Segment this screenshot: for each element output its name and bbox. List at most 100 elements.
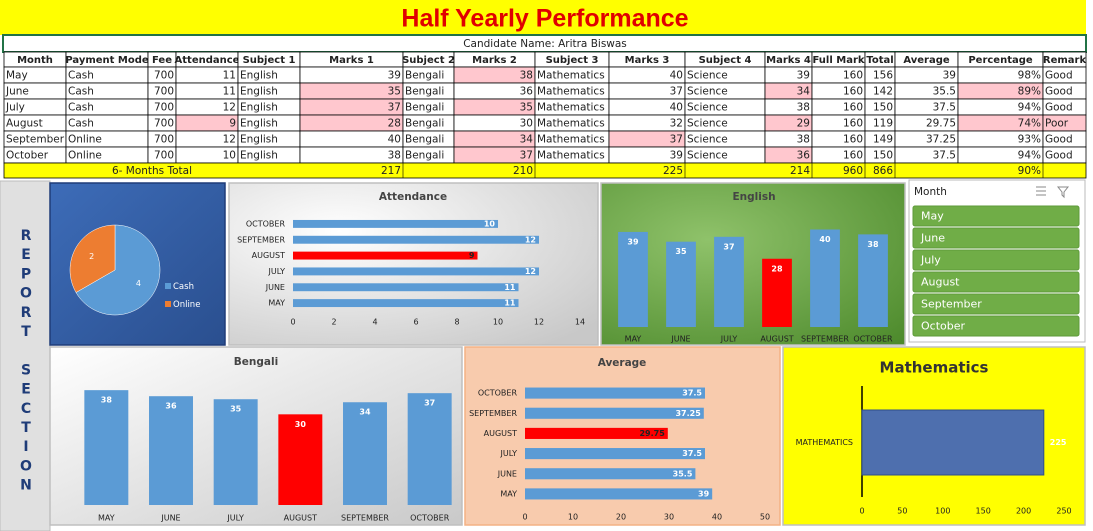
header-text: Remark bbox=[1043, 55, 1087, 66]
cell-text: 700 bbox=[154, 150, 174, 162]
x-tick-label: OCTOBER bbox=[853, 335, 893, 344]
chart-title: Mathematics bbox=[880, 359, 989, 377]
cell-text: 10 bbox=[223, 150, 236, 162]
x-tick-label: OCTOBER bbox=[410, 514, 450, 523]
data-label: 39 bbox=[698, 489, 710, 498]
cell-text: 39 bbox=[670, 150, 683, 162]
cell-text: Good bbox=[1045, 102, 1073, 114]
data-label: 11 bbox=[504, 299, 516, 308]
data-label: 35 bbox=[675, 247, 687, 256]
cell-text: 35 bbox=[520, 102, 533, 114]
candidate-name: Candidate Name: Aritra Biswas bbox=[463, 38, 627, 50]
data-label: 37 bbox=[424, 399, 435, 408]
total-value: 225 bbox=[663, 165, 683, 177]
data-label: 9 bbox=[469, 251, 475, 260]
pie-slice bbox=[69, 224, 116, 293]
data-label: 28 bbox=[771, 264, 783, 273]
x-tick-label: 200 bbox=[1016, 507, 1031, 516]
cell-text: 160 bbox=[843, 102, 863, 114]
cell-text: 700 bbox=[154, 118, 174, 130]
legend-label: Online bbox=[173, 300, 200, 310]
slicer-item[interactable] bbox=[912, 205, 1080, 227]
cell-text: June bbox=[5, 86, 29, 98]
total-label: 6- Months Total bbox=[112, 165, 192, 177]
slicer-item-label: May bbox=[921, 210, 944, 223]
cell-text: Cash bbox=[68, 102, 94, 114]
x-tick-label: MAY bbox=[98, 514, 115, 523]
cell-text: 12 bbox=[223, 134, 236, 146]
cell-text: May bbox=[6, 70, 28, 82]
data-label: 37.5 bbox=[682, 449, 702, 458]
data-label: 37.25 bbox=[675, 409, 701, 418]
slicer-item[interactable] bbox=[912, 315, 1080, 337]
cell-text: Science bbox=[687, 86, 728, 98]
data-label: 2 bbox=[89, 252, 94, 261]
header-text: Subject 2 bbox=[402, 55, 455, 66]
slicer-icon bbox=[1036, 186, 1070, 199]
bar bbox=[525, 387, 705, 399]
y-tick-label: MAY bbox=[500, 489, 517, 498]
x-tick-label: MAY bbox=[625, 335, 642, 344]
chart-title: English bbox=[732, 191, 775, 203]
bar bbox=[343, 402, 387, 505]
bar bbox=[525, 448, 705, 460]
header-text: Marks 1 bbox=[329, 55, 374, 66]
cell-text: 28 bbox=[388, 118, 401, 130]
data-label: 40 bbox=[819, 235, 831, 244]
slicer-item[interactable] bbox=[912, 227, 1080, 249]
y-tick-label: JULY bbox=[268, 267, 286, 276]
x-tick-label: SEPTEMBER bbox=[801, 335, 849, 344]
bar bbox=[618, 231, 648, 327]
cell-text: October bbox=[6, 150, 49, 162]
slicer-item[interactable] bbox=[912, 249, 1080, 271]
bar bbox=[714, 236, 744, 327]
cell-text: Mathematics bbox=[537, 70, 605, 82]
slicer-item[interactable] bbox=[912, 293, 1080, 315]
cell-text: 74% bbox=[1018, 118, 1041, 130]
cell-text: 160 bbox=[843, 134, 863, 146]
x-tick-label: AUGUST bbox=[284, 514, 317, 523]
header-text: Subject 4 bbox=[699, 55, 752, 66]
cell-text: 160 bbox=[843, 70, 863, 82]
cell-text: Good bbox=[1045, 150, 1073, 162]
cell-text: Bengali bbox=[405, 102, 444, 114]
cell-text: 36 bbox=[520, 86, 534, 98]
data-label: 10 bbox=[484, 219, 496, 228]
x-tick-label: SEPTEMBER bbox=[341, 514, 389, 523]
legend-swatch bbox=[165, 283, 171, 289]
data-label: 225 bbox=[1050, 438, 1067, 447]
data-label: 12 bbox=[525, 235, 536, 244]
cell-text: English bbox=[240, 102, 278, 114]
header-text: Percentage bbox=[968, 55, 1033, 66]
x-tick-label: 14 bbox=[575, 318, 585, 327]
x-tick-label: 2 bbox=[331, 318, 336, 327]
x-tick-label: 20 bbox=[616, 513, 626, 522]
x-tick-label: 0 bbox=[290, 318, 295, 327]
report-strip bbox=[0, 180, 51, 531]
bar bbox=[762, 258, 792, 327]
cell-text: English bbox=[240, 118, 278, 130]
cell-text: 37 bbox=[520, 150, 533, 162]
cell-text: 160 bbox=[843, 118, 863, 130]
cell-text: 29 bbox=[797, 118, 810, 130]
bar bbox=[149, 396, 193, 505]
cell-text: 38 bbox=[797, 134, 810, 146]
header-text: Subject 3 bbox=[546, 55, 599, 66]
y-tick-label: SEPTEMBER bbox=[469, 409, 517, 418]
y-tick-label: AUGUST bbox=[484, 429, 517, 438]
chart-title: Bengali bbox=[234, 356, 278, 368]
cell-text: 35 bbox=[388, 86, 401, 98]
data-label: 30 bbox=[295, 420, 307, 429]
data-label: 35.5 bbox=[673, 469, 693, 478]
slicer-item[interactable] bbox=[912, 271, 1080, 293]
cell-text: 37 bbox=[670, 86, 683, 98]
cell-text: Bengali bbox=[405, 118, 444, 130]
cell-text: Cash bbox=[68, 86, 94, 98]
cell-text: Mathematics bbox=[537, 118, 605, 130]
pie-slice bbox=[75, 224, 161, 316]
bar bbox=[293, 235, 539, 244]
cell-text: 94% bbox=[1018, 102, 1041, 114]
cell-text: July bbox=[5, 102, 25, 114]
total-value: 214 bbox=[790, 165, 810, 177]
